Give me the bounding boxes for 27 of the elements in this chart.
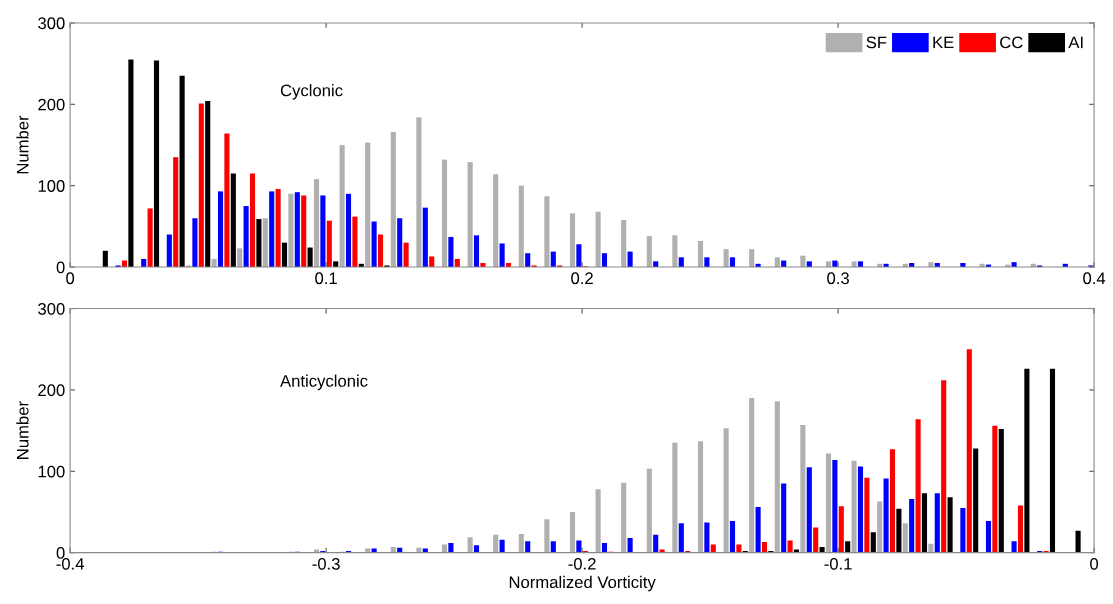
x-tick-label: 0 [1090,557,1099,570]
x-tick-label: 0.4 [1083,272,1106,285]
x-axis-title: Normalized Vorticity [509,575,656,592]
legend-label: SF [866,36,887,49]
legend-label: AI [1068,36,1083,49]
legend-label: CC [1000,36,1023,49]
x-tick-label: 0 [66,272,75,285]
x-tick-label: -0.2 [568,557,596,570]
x-tick-label: 0.3 [827,272,849,285]
x-tick-label: 0.1 [315,272,337,285]
legend-label: KE [933,36,954,49]
x-tick-label: -0.4 [56,557,84,570]
y-tick-label: 0 [56,261,65,274]
y-tick-label: 200 [38,384,65,397]
y-tick-label: 300 [38,302,65,315]
annotation: Cyclonic [280,84,343,100]
y-tick-label: 200 [38,98,65,111]
x-tick-label: -0.3 [312,557,340,570]
y-tick-label: 100 [38,180,65,192]
y-tick-label: 300 [38,17,65,30]
y-tick-label: 100 [38,465,65,478]
y-axis-title: Number [16,115,29,174]
y-tick-label: 0 [56,547,65,559]
annotation: Anticyclonic [280,374,368,391]
y-axis-title: Number [16,401,29,459]
x-tick-label: -0.1 [824,557,852,570]
x-tick-label: 0.2 [571,272,593,285]
